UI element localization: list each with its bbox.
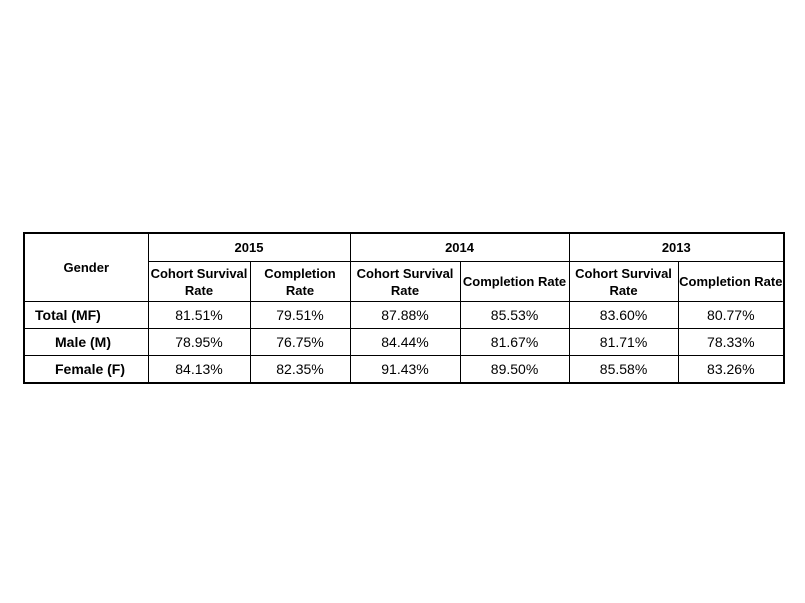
year-header-2013: 2013 bbox=[568, 232, 785, 262]
cell: 81.67% bbox=[459, 328, 570, 356]
cell: 84.13% bbox=[147, 355, 251, 384]
cell: 76.75% bbox=[249, 328, 351, 356]
cell: 83.26% bbox=[677, 355, 785, 384]
cell: 81.51% bbox=[147, 301, 251, 329]
cell: 78.95% bbox=[147, 328, 251, 356]
completion-header: Completion Rate bbox=[459, 261, 570, 302]
table-row-total: Total (MF) 81.51% 79.51% 87.88% 85.53% 8… bbox=[23, 301, 785, 329]
table-row-male: Male (M) 78.95% 76.75% 84.44% 81.67% 81.… bbox=[23, 328, 785, 356]
cell: 85.58% bbox=[568, 355, 679, 384]
cell: 85.53% bbox=[459, 301, 570, 329]
cell: 89.50% bbox=[459, 355, 570, 384]
cell: 80.77% bbox=[677, 301, 785, 329]
cell: 79.51% bbox=[249, 301, 351, 329]
completion-header: Completion Rate bbox=[677, 261, 785, 302]
cohort-header: Cohort Survival Rate bbox=[147, 261, 251, 302]
cohort-header: Cohort Survival Rate bbox=[349, 261, 461, 302]
survival-completion-table: Gender 2015 2014 2013 Cohort Survival Ra… bbox=[23, 232, 786, 384]
gender-header: Gender bbox=[23, 232, 149, 302]
cell: 81.71% bbox=[568, 328, 679, 356]
table-row-female: Female (F) 84.13% 82.35% 91.43% 89.50% 8… bbox=[23, 355, 785, 384]
cell: 83.60% bbox=[568, 301, 679, 329]
cell: 84.44% bbox=[349, 328, 461, 356]
row-label: Male (M) bbox=[23, 328, 149, 356]
cell: 91.43% bbox=[349, 355, 461, 384]
cell: 87.88% bbox=[349, 301, 461, 329]
row-label: Total (MF) bbox=[23, 301, 149, 329]
year-header-2015: 2015 bbox=[147, 232, 351, 262]
row-label: Female (F) bbox=[23, 355, 149, 384]
completion-header: Completion Rate bbox=[249, 261, 351, 302]
cell: 78.33% bbox=[677, 328, 785, 356]
year-header-2014: 2014 bbox=[349, 232, 570, 262]
cohort-header: Cohort Survival Rate bbox=[568, 261, 679, 302]
cell: 82.35% bbox=[249, 355, 351, 384]
